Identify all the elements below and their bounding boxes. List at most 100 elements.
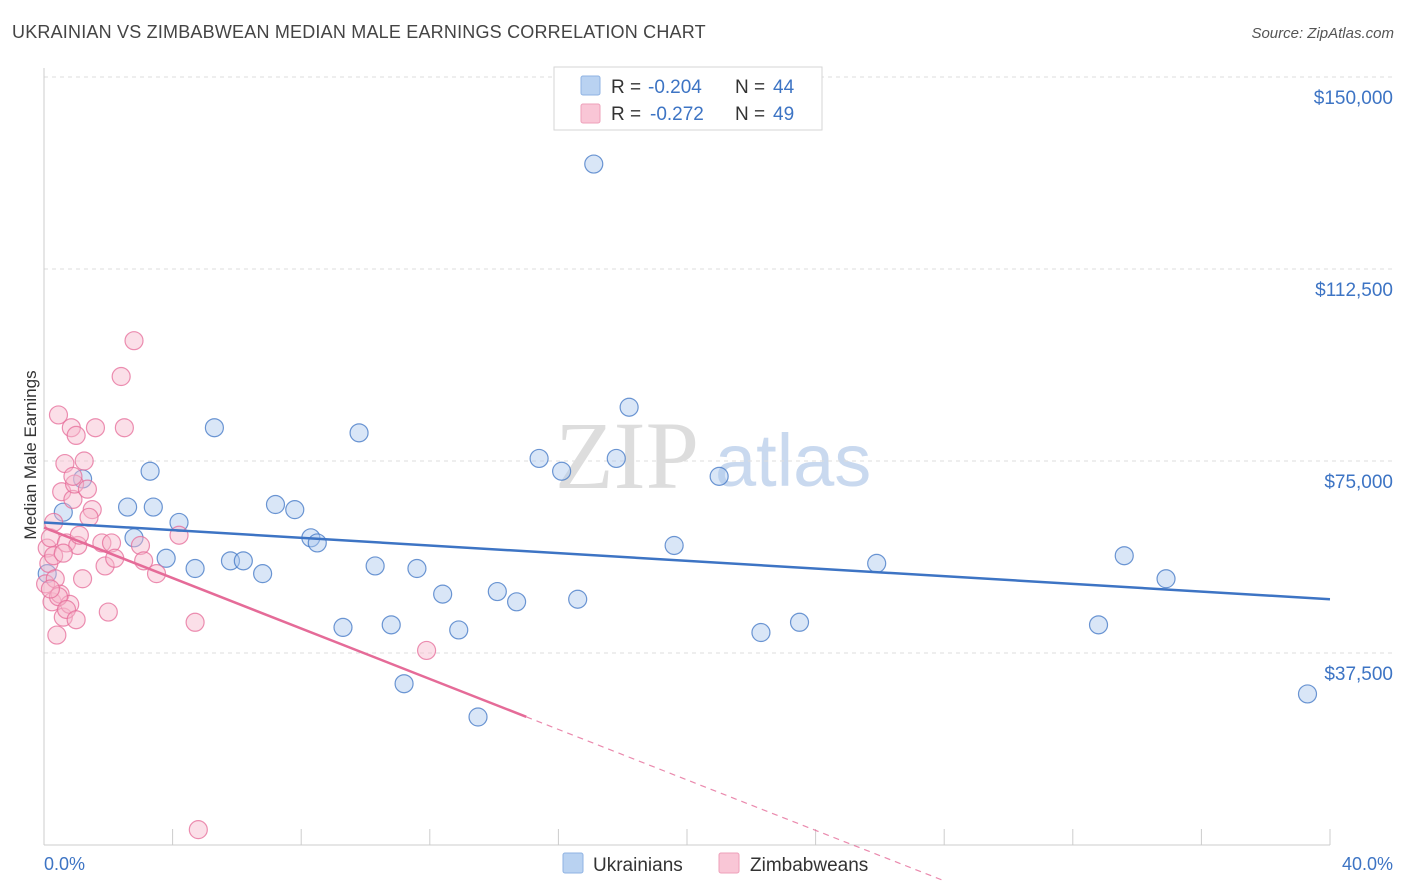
series-zimbabweans (36, 331, 437, 840)
data-point (349, 423, 369, 443)
y-tick-label: $112,500 (1315, 280, 1393, 301)
data-point (74, 451, 94, 471)
data-point (82, 500, 102, 520)
data-point (1088, 615, 1109, 635)
y-tick-labels: $37,500 $75,000 $112,500 $150,000 (1314, 88, 1393, 685)
data-point (285, 500, 305, 520)
data-point (449, 620, 469, 640)
data-point (185, 612, 205, 632)
data-point (114, 418, 134, 438)
data-point (63, 466, 83, 486)
legend-n-label-ukrainians: N = (735, 77, 765, 98)
series-legend-swatch-ukrainians (562, 852, 584, 874)
series-legend-swatch-zimbabweans (718, 852, 740, 874)
data-point (468, 707, 488, 727)
data-point (1114, 546, 1134, 566)
data-point (156, 548, 176, 568)
data-point (552, 461, 572, 481)
data-point (619, 397, 639, 417)
y-tick-label: $75,000 (1324, 472, 1393, 493)
trend-line-extension-zimbabweans (526, 716, 945, 882)
data-point (789, 612, 810, 632)
data-point (584, 154, 604, 174)
data-point (56, 599, 77, 620)
axes (43, 68, 1331, 846)
legend-n-value-zimbabweans: 49 (773, 104, 794, 125)
watermark: ZIP atlas (555, 402, 871, 509)
data-point (606, 448, 626, 469)
data-point (40, 579, 61, 599)
legend-swatch-ukrainians (580, 75, 601, 96)
data-point (507, 592, 527, 612)
legend-r-label-ukrainians: R = (611, 77, 641, 98)
data-point (709, 466, 729, 486)
data-point (265, 494, 286, 515)
data-point (307, 533, 327, 553)
legend-n-value-ukrainians: 44 (773, 77, 795, 98)
data-point (63, 489, 83, 509)
data-point (47, 625, 67, 645)
data-point (185, 558, 205, 579)
stats-legend: R = -0.204 N = 44 R = -0.272 N = 49 (553, 66, 823, 131)
chart-title: UKRAINIAN VS ZIMBABWEAN MEDIAN MALE EARN… (12, 22, 706, 42)
data-point (204, 418, 224, 438)
legend-swatch-zimbabweans (580, 103, 601, 124)
data-point (66, 610, 86, 630)
data-point (64, 474, 85, 494)
data-point (95, 556, 115, 576)
data-point (416, 640, 437, 661)
data-point (529, 448, 549, 469)
data-point (140, 461, 160, 481)
data-point (101, 533, 122, 553)
data-point (53, 502, 73, 522)
watermark-zip: ZIP (555, 402, 699, 509)
trend-line-zimbabweans (43, 526, 527, 718)
data-point (72, 569, 93, 589)
series-legend: Ukrainians Zimbabweans (562, 852, 868, 876)
data-point (407, 558, 427, 579)
data-point (85, 418, 106, 438)
x-tick-label-max: 40.0% (1342, 854, 1393, 874)
data-point (48, 405, 69, 425)
data-point (130, 535, 151, 556)
data-point (188, 820, 208, 840)
y-axis-label: Median Male Earnings (21, 370, 40, 539)
data-point (124, 331, 144, 351)
series-legend-label-ukrainians: Ukrainians (593, 855, 683, 876)
legend-n-label-zimbabweans: N = (735, 104, 765, 125)
legend-r-label-zimbabweans: R = (611, 104, 641, 125)
series-legend-label-zimbabweans: Zimbabweans (750, 855, 868, 876)
series-ukrainians (37, 154, 1318, 727)
data-point (867, 553, 887, 574)
trend-line-ukrainians (43, 521, 1331, 601)
data-point (1156, 569, 1176, 589)
data-point (233, 551, 253, 571)
data-point (664, 535, 684, 556)
data-point (66, 425, 86, 445)
data-point (98, 602, 118, 622)
legend-r-value-zimbabweans: -0.272 (650, 104, 704, 125)
data-point (143, 497, 163, 517)
y-tick-label: $150,000 (1314, 88, 1393, 109)
data-point (433, 584, 453, 604)
data-point (365, 556, 385, 576)
x-tick-label-min: 0.0% (44, 854, 85, 874)
data-point (253, 564, 273, 584)
legend-r-value-ukrainians: -0.204 (648, 77, 702, 98)
data-point (751, 622, 771, 643)
data-point (394, 674, 414, 694)
data-point (333, 617, 353, 638)
data-point (1297, 684, 1318, 704)
data-points (36, 154, 1318, 840)
data-point (568, 589, 588, 609)
data-point (77, 479, 98, 499)
data-point (53, 543, 73, 563)
data-point (117, 497, 138, 517)
y-tick-label: $37,500 (1324, 664, 1393, 685)
chart-source: Source: ZipAtlas.com (1251, 25, 1394, 42)
trend-lines (43, 521, 1331, 882)
data-point (111, 366, 131, 387)
data-point (487, 581, 507, 602)
data-point (381, 615, 401, 635)
